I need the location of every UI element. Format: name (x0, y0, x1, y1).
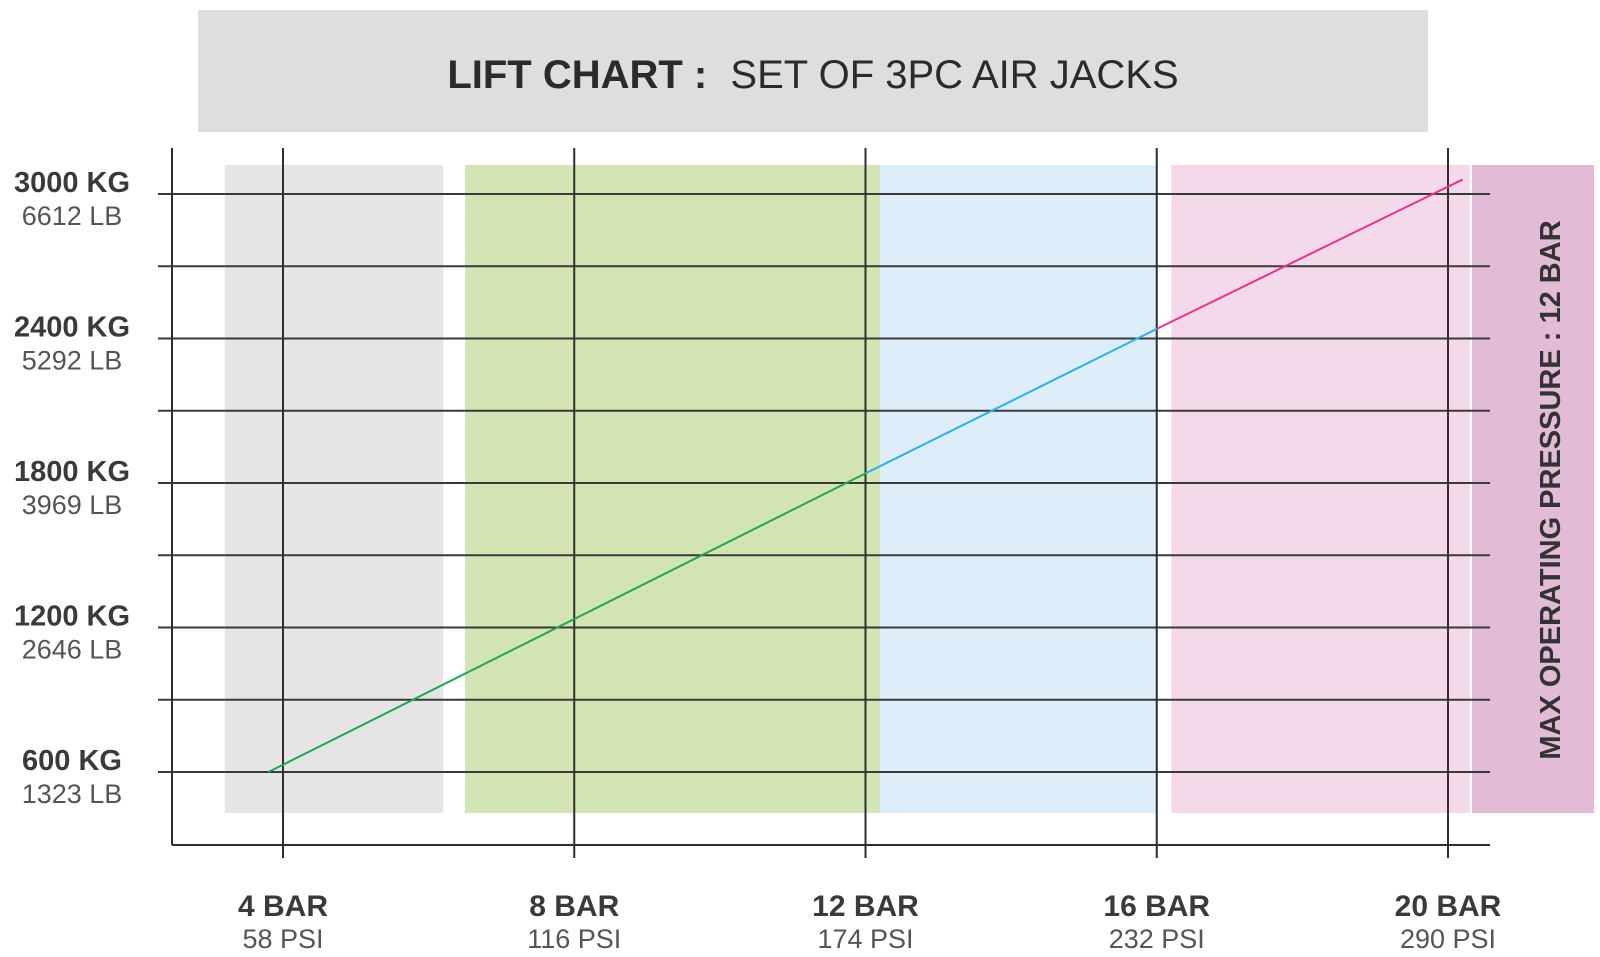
line-segment-2 (865, 327, 1158, 475)
x-tick-psi-16: 232 PSI (1109, 924, 1205, 954)
x-tick-bar-20: 20 BAR (1395, 890, 1502, 923)
chart-title: LIFT CHART : SET OF 3PC AIR JACKS (447, 53, 1178, 97)
pressure-band-1 (224, 165, 444, 813)
title-banner (198, 10, 1428, 132)
y-tick-kg-2400: 2400 KG (14, 312, 130, 344)
grid-lines (158, 148, 1490, 858)
y-tick-lb-600: 1323 LB (22, 779, 123, 809)
pressure-band-4 (1171, 165, 1470, 813)
x-tick-bar-4: 4 BAR (238, 890, 328, 923)
x-tick-psi-12: 174 PSI (817, 924, 913, 954)
y-tick-lb-2400: 5292 LB (22, 346, 123, 376)
y-tick-lb-3000: 6612 LB (22, 201, 123, 231)
line-segment-3 (1156, 178, 1464, 330)
lift-line (267, 178, 1464, 773)
x-tick-psi-8: 116 PSI (527, 924, 621, 954)
chart-title-rest: SET OF 3PC AIR JACKS (730, 53, 1178, 97)
y-tick-kg-1200: 1200 KG (14, 601, 130, 633)
y-tick-kg-1800: 1800 KG (14, 456, 130, 488)
pressure-bands (224, 165, 1470, 813)
x-tick-psi-4: 58 PSI (242, 924, 323, 954)
pressure-band-3 (880, 165, 1157, 813)
line-segment-1 (267, 472, 866, 773)
y-tick-kg-3000: 3000 KG (14, 167, 130, 199)
x-tick-psi-20: 290 PSI (1400, 924, 1496, 954)
x-tick-bar-16: 16 BAR (1103, 890, 1210, 923)
pressure-band-2 (465, 165, 881, 813)
x-tick-bar-8: 8 BAR (529, 890, 619, 923)
x-tick-bar-12: 12 BAR (812, 890, 919, 923)
chart-title-bold: LIFT CHART : (447, 53, 707, 97)
y-tick-lb-1800: 3969 LB (22, 490, 123, 520)
max-pressure-label: MAX OPERATING PRESSURE : 12 BAR (1535, 220, 1567, 759)
max-pressure-band (1472, 165, 1594, 813)
axes (171, 148, 1490, 846)
y-tick-lb-1200: 2646 LB (22, 635, 123, 665)
y-tick-kg-600: 600 KG (22, 745, 122, 777)
